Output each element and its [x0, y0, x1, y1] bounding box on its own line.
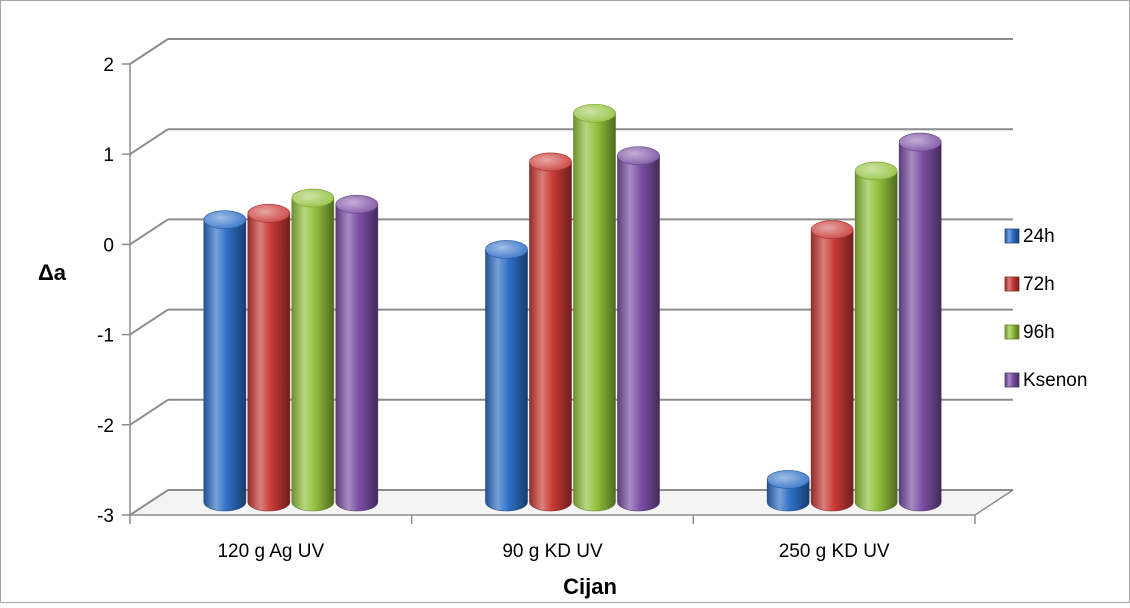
x-axis-label: Cijan — [563, 574, 617, 599]
gridline-side — [129, 218, 169, 246]
x-tick-label: 90 g KD UV — [502, 541, 603, 562]
bar — [573, 103, 616, 512]
x-tick-label: 250 g KD UV — [779, 541, 890, 562]
bar — [766, 470, 810, 512]
bar — [335, 195, 379, 512]
gridline-side — [129, 38, 169, 65]
bar — [247, 204, 291, 512]
gridline-side — [129, 398, 169, 426]
bar — [810, 220, 854, 512]
legend-item: Ksenon — [1004, 370, 1087, 391]
y-tick-label: 2 — [103, 55, 114, 76]
x-axis: 120 g Ag UV 90 g KD UV 250 g KD UV — [129, 489, 1014, 562]
legend-item: 72h — [1004, 274, 1055, 295]
y-axis-label: Δa — [38, 260, 67, 285]
y-axis: 2 1 0 -1 -2 -3 — [97, 55, 131, 527]
legend-label: Ksenon — [1023, 370, 1087, 391]
bar — [854, 161, 898, 512]
y-tick-label: -2 — [97, 416, 114, 437]
y-tick-label: -1 — [97, 326, 114, 347]
legend-item: 24h — [1004, 226, 1055, 247]
y-tick-label: 1 — [103, 145, 114, 166]
y-tick-label: -3 — [97, 506, 114, 527]
y-tick-label: 0 — [103, 235, 114, 256]
legend-label: 24h — [1023, 226, 1055, 247]
bar — [529, 152, 572, 512]
bars — [203, 103, 942, 512]
legend-swatch — [1004, 372, 1020, 388]
bar — [203, 210, 247, 512]
bar — [485, 240, 528, 512]
gridline-side — [129, 308, 169, 336]
legend-label: 72h — [1023, 274, 1055, 295]
legend-item: 96h — [1004, 322, 1055, 343]
legend-label: 96h — [1023, 322, 1055, 343]
x-tick-label: 120 g Ag UV — [217, 541, 324, 562]
bar — [898, 132, 942, 512]
legend-swatch — [1004, 228, 1020, 244]
legend-swatch — [1004, 276, 1020, 292]
legend-swatch — [1004, 324, 1020, 340]
gridline-side — [129, 128, 169, 156]
bar — [291, 188, 335, 512]
gridline-side — [129, 489, 169, 516]
legend: 24h 72h 96h Ksenon — [1004, 226, 1087, 391]
bar — [617, 146, 660, 512]
